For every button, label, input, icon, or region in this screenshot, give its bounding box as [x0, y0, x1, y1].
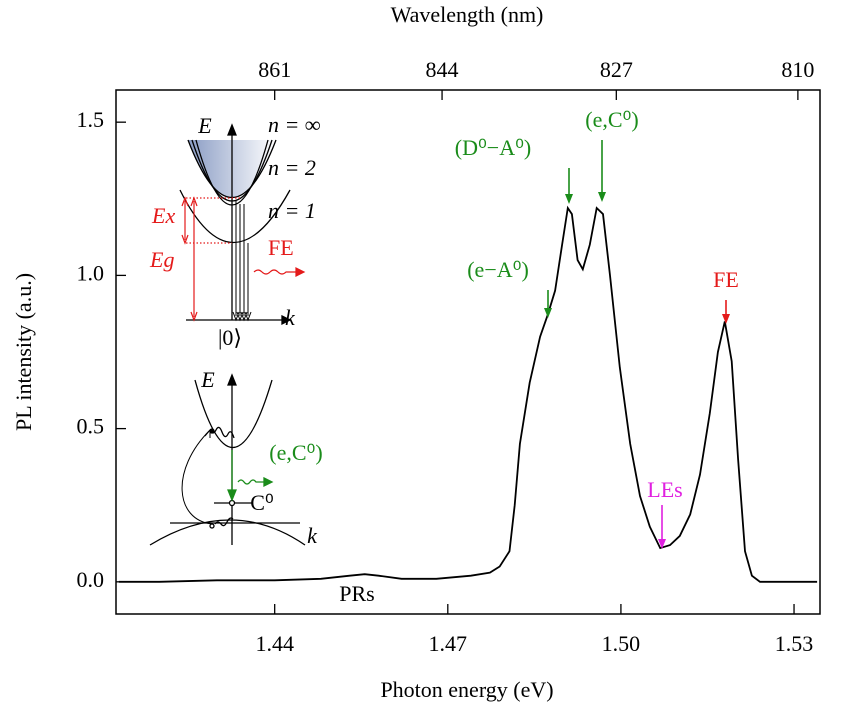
- inset-label: Ex: [151, 203, 175, 228]
- y-tick-label: 1.0: [77, 260, 105, 285]
- annotation-arrowhead: [544, 308, 552, 318]
- annotation: LEs: [647, 477, 682, 502]
- x-tick-label: 1.50: [602, 631, 641, 656]
- annotation: (D⁰−A⁰): [455, 135, 531, 160]
- x2-tick-label: 810: [781, 57, 814, 82]
- inset-label: C⁰: [250, 490, 274, 515]
- inset-exciton: [179, 123, 306, 326]
- inset-label: E: [200, 367, 215, 392]
- annotation-arrowhead: [565, 194, 573, 204]
- inset-band: [149, 373, 306, 546]
- y-tick-label: 0.0: [77, 567, 105, 592]
- inset-label: FE: [268, 235, 294, 260]
- y-tick-label: 0.5: [77, 414, 105, 439]
- x-axis-label: Photon energy (eV): [380, 677, 553, 702]
- x-tick-label: 1.53: [775, 631, 814, 656]
- x2-tick-label: 861: [258, 57, 291, 82]
- x-tick-label: 1.44: [255, 631, 294, 656]
- inset-label: (e,C⁰): [269, 440, 322, 465]
- annotation: (e−A⁰): [467, 257, 529, 282]
- inset-label: k: [285, 305, 296, 330]
- y-tick-label: 1.5: [77, 107, 105, 132]
- x2-tick-label: 844: [426, 57, 459, 82]
- inset-label: E: [197, 113, 212, 138]
- annotation: (e,C⁰): [585, 107, 638, 132]
- annotation-arrowhead: [658, 539, 666, 549]
- inset-label: |0⟩: [218, 325, 242, 350]
- inset-label: Eg: [149, 247, 174, 272]
- y-axis-label: PL intensity (a.u.): [11, 273, 36, 431]
- annotation: PRs: [339, 581, 374, 606]
- annotation-arrowhead: [722, 314, 730, 324]
- annotation-arrowhead: [598, 192, 606, 202]
- spectrum-line: [118, 205, 818, 583]
- x-tick-label: 1.47: [429, 631, 468, 656]
- x2-tick-label: 827: [600, 57, 633, 82]
- inset-label: k: [307, 523, 318, 548]
- inset-label: n = ∞: [268, 112, 321, 137]
- annotation: FE: [713, 267, 739, 292]
- inset-label: n = 2: [268, 155, 316, 180]
- inset-label: n = 1: [268, 198, 316, 223]
- top-axis-title: Wavelength (nm): [391, 2, 544, 27]
- plot-frame: [115, 89, 821, 615]
